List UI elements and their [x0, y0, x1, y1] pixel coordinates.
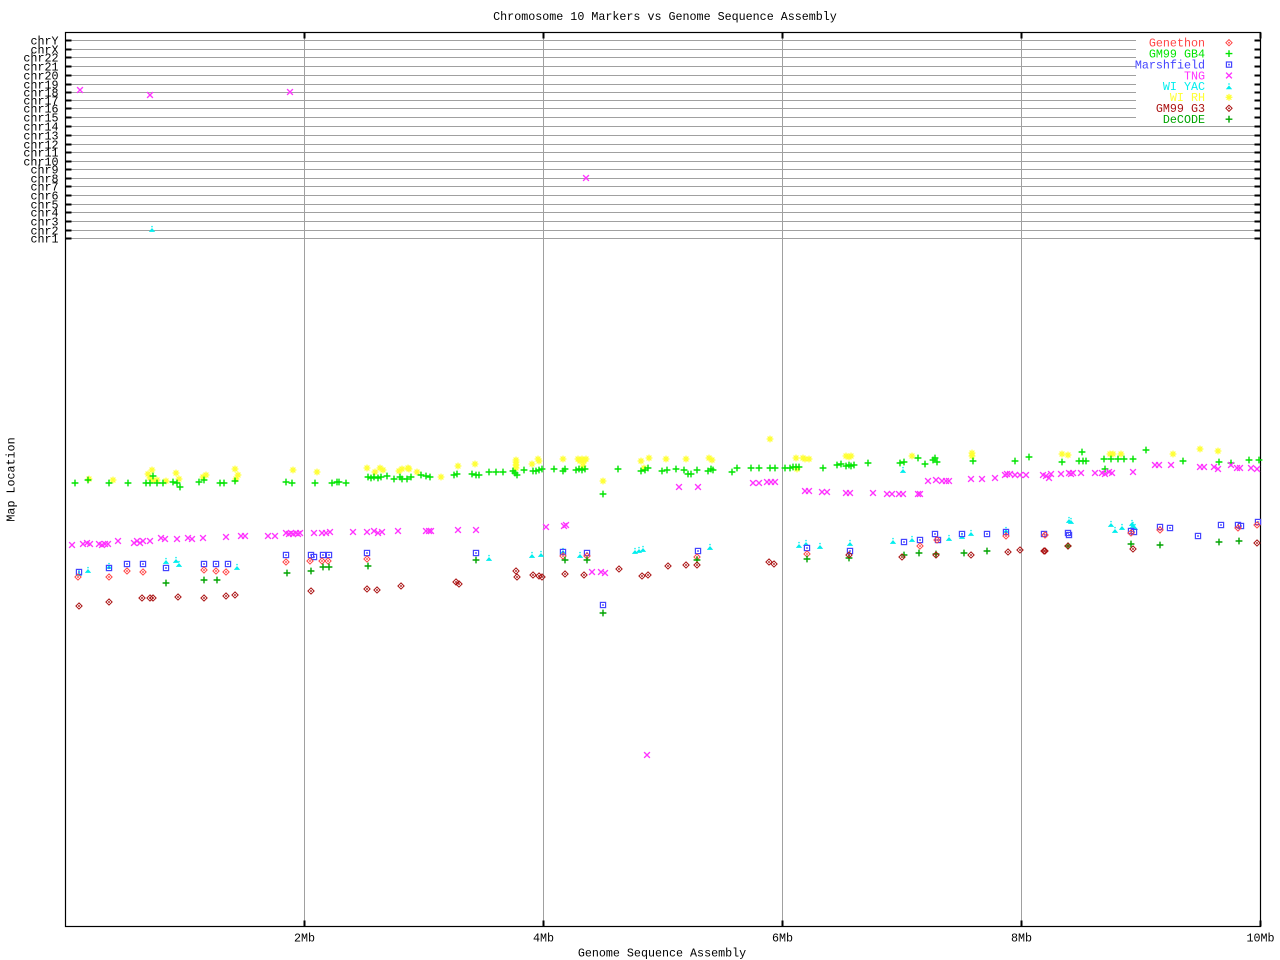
- svg-text:TNG: TNG: [1184, 69, 1205, 83]
- svg-text:chr19: chr19: [23, 78, 58, 92]
- svg-text:6Mb: 6Mb: [772, 932, 793, 946]
- svg-text:Genethon: Genethon: [1149, 37, 1205, 51]
- svg-text:Map Location: Map Location: [5, 437, 19, 521]
- svg-text:chr9: chr9: [30, 163, 58, 177]
- svg-text:GM99 G3: GM99 G3: [1156, 102, 1205, 116]
- svg-text:10Mb: 10Mb: [1246, 932, 1274, 946]
- svg-text:chr16: chr16: [23, 102, 58, 116]
- svg-text:WI RH: WI RH: [1170, 91, 1205, 105]
- svg-text:chr21: chr21: [23, 60, 58, 74]
- svg-text:chr14: chr14: [23, 120, 58, 134]
- svg-text:chr18: chr18: [23, 86, 58, 100]
- svg-text:chr2: chr2: [30, 224, 58, 238]
- svg-text:2Mb: 2Mb: [294, 932, 315, 946]
- svg-text:chr10: chr10: [23, 155, 58, 169]
- svg-text:chr22: chr22: [23, 51, 58, 65]
- svg-text:Chromosome 10 Markers vs Genom: Chromosome 10 Markers vs Genome Sequence…: [493, 10, 837, 24]
- svg-text:chr17: chr17: [23, 94, 58, 108]
- svg-text:chr11: chr11: [23, 146, 58, 160]
- svg-text:WI YAC: WI YAC: [1163, 80, 1205, 94]
- svg-text:chrX: chrX: [30, 43, 58, 57]
- svg-text:chr5: chr5: [30, 198, 58, 212]
- svg-text:Genome Sequence Assembly: Genome Sequence Assembly: [578, 947, 746, 960]
- svg-text:8Mb: 8Mb: [1011, 932, 1032, 946]
- svg-text:Marshfield: Marshfield: [1135, 58, 1205, 72]
- svg-text:chr15: chr15: [23, 111, 58, 125]
- svg-text:GM99 GB4: GM99 GB4: [1149, 47, 1205, 61]
- svg-text:chr3: chr3: [30, 215, 58, 229]
- svg-text:chr4: chr4: [30, 206, 58, 220]
- svg-text:chr20: chr20: [23, 69, 58, 83]
- svg-text:chr8: chr8: [30, 172, 58, 186]
- svg-text:chr1: chr1: [30, 232, 58, 246]
- svg-text:chr13: chr13: [23, 129, 58, 143]
- svg-text:chr12: chr12: [23, 138, 58, 152]
- svg-text:chrY: chrY: [30, 34, 58, 48]
- svg-text:chr6: chr6: [30, 189, 58, 203]
- svg-text:4Mb: 4Mb: [533, 932, 554, 946]
- svg-text:chr7: chr7: [30, 180, 58, 194]
- svg-text:DeCODE: DeCODE: [1163, 113, 1205, 127]
